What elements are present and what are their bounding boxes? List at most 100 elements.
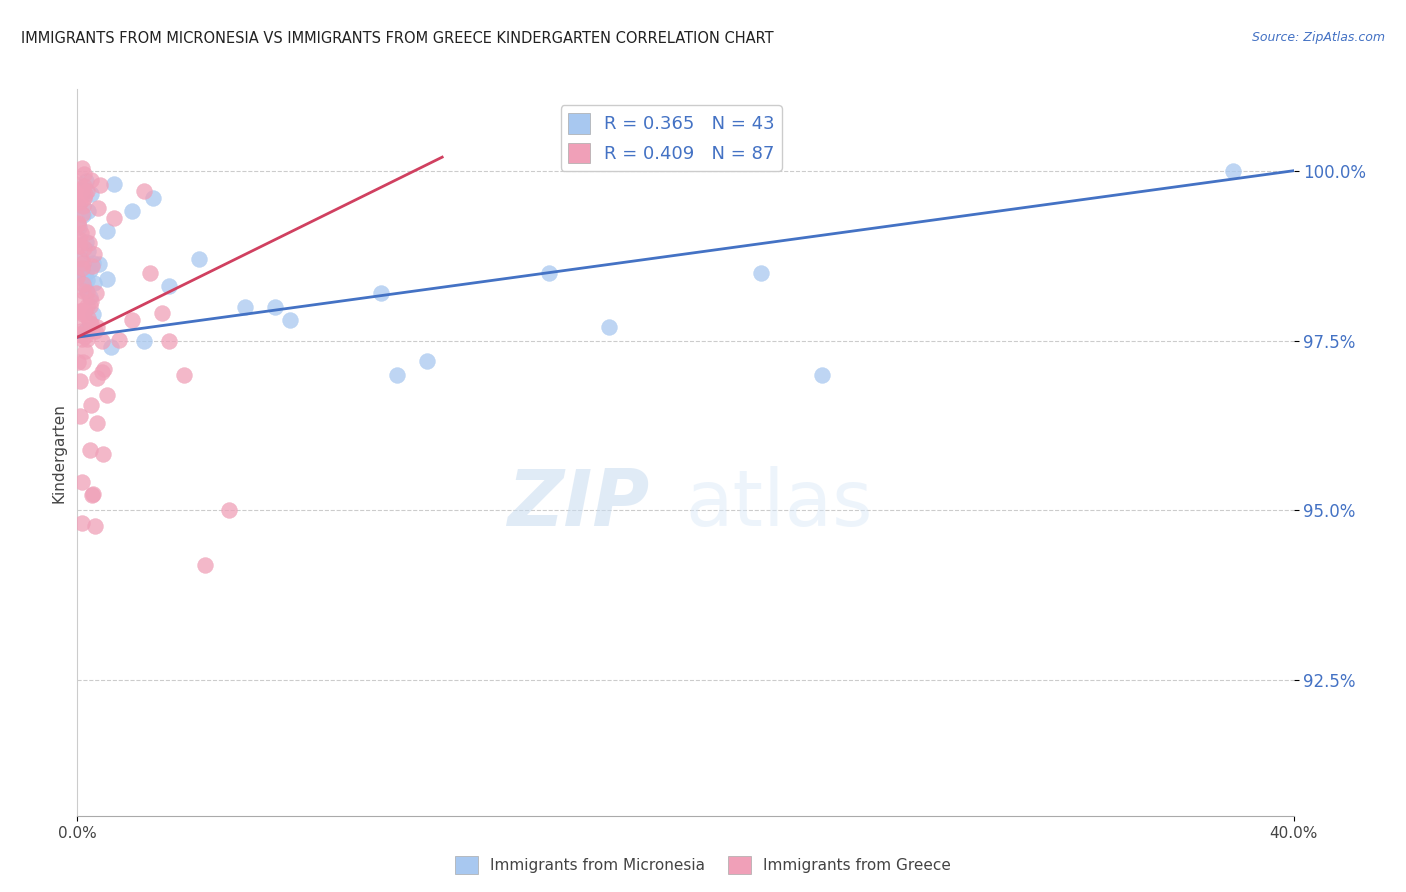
Point [80,260,103,274]
Point [86,416,108,430]
Point [83,276,105,290]
Point [73,272,96,286]
Point [76,332,98,346]
Point [96,387,118,401]
Point [83,247,105,261]
Point [72,307,94,321]
Point [1222,163,1244,178]
Point [77,236,100,251]
Point [73,241,96,255]
Point [70,226,93,240]
Point [108,333,131,347]
Point [188,252,211,266]
Point [70,516,93,530]
Point [89,178,111,192]
Point [72,209,94,223]
Point [79,293,101,308]
Point [194,558,217,572]
Point [416,354,439,368]
Point [72,284,94,298]
Point [73,303,96,318]
Point [103,211,125,226]
Point [66,355,89,369]
Point [751,266,773,280]
Point [134,184,156,198]
Point [66,193,89,207]
Point [66,199,89,213]
Point [91,366,114,380]
Point [80,488,103,502]
Point [76,225,98,239]
Point [73,303,96,318]
Point [66,191,89,205]
Point [69,239,91,253]
Point [80,186,103,201]
Point [75,329,97,343]
Point [70,327,93,342]
Point [173,368,195,382]
Point [67,238,90,252]
Point [370,286,392,301]
Point [157,279,180,293]
Point [90,334,112,348]
Point [72,161,94,176]
Point [67,177,90,191]
Point [70,252,93,266]
Point [72,265,94,279]
Point [69,324,91,338]
Point [96,272,118,286]
Point [80,398,103,412]
Point [76,285,98,300]
Point [70,326,93,340]
Point [218,503,240,517]
Point [73,178,96,193]
Text: IMMIGRANTS FROM MICRONESIA VS IMMIGRANTS FROM GREECE KINDERGARTEN CORRELATION CH: IMMIGRANTS FROM MICRONESIA VS IMMIGRANTS… [21,31,773,46]
Point [537,266,560,280]
Legend: Immigrants from Micronesia, Immigrants from Greece: Immigrants from Micronesia, Immigrants f… [449,850,957,880]
Point [72,355,94,369]
Point [157,334,180,348]
Point [72,199,94,213]
Point [79,317,101,331]
Point [82,256,104,270]
Point [67,310,90,325]
Point [264,300,287,314]
Point [66,269,89,284]
Point [76,310,98,325]
Point [598,320,620,334]
Point [69,374,91,388]
Point [69,409,91,423]
Point [70,303,93,318]
Point [100,340,122,354]
Point [233,300,256,314]
Point [76,299,98,313]
Point [77,204,100,219]
Point [79,290,101,304]
Point [72,277,94,291]
Point [72,475,94,489]
Point [80,322,103,336]
Point [70,206,93,220]
Point [69,252,91,267]
Text: atlas: atlas [686,466,873,541]
Point [385,368,408,382]
Point [76,283,98,297]
Point [67,219,90,234]
Point [72,255,94,269]
Point [73,343,96,358]
Point [79,299,101,313]
Legend: R = 0.365   N = 43, R = 0.409   N = 87: R = 0.365 N = 43, R = 0.409 N = 87 [561,105,782,170]
Point [76,262,98,277]
Point [75,323,97,337]
Point [69,293,91,307]
Point [77,244,100,259]
Point [67,327,90,342]
Point [75,174,97,188]
Point [73,191,96,205]
Point [93,447,115,461]
Point [67,232,90,246]
Point [142,191,165,205]
Point [87,202,110,216]
Point [96,224,118,238]
Point [70,332,93,346]
